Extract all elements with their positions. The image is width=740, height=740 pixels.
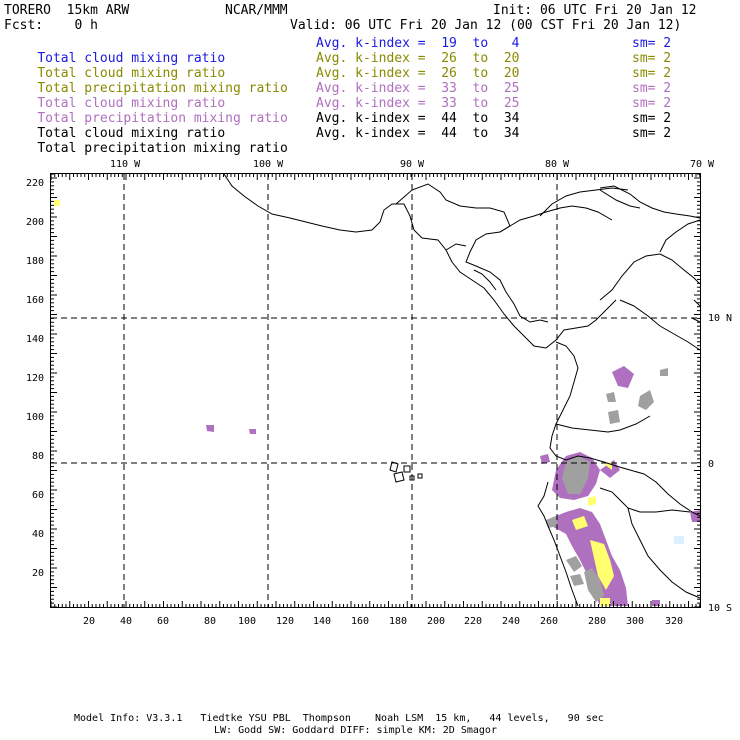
y-tick-label: 140 xyxy=(26,334,44,345)
legend-sm: sm= 2 xyxy=(632,96,672,111)
axis-ticks xyxy=(50,173,701,608)
legend-sm: sm= 2 xyxy=(632,111,672,126)
y-tick-label: 180 xyxy=(26,256,44,267)
legend-field: Total precipitation mixing ratio xyxy=(37,141,288,156)
y-tick-label: 80 xyxy=(32,451,44,462)
legend-stat: Avg. k-index = 44 to 34 xyxy=(316,126,520,141)
x-tick-label: 200 xyxy=(427,616,445,627)
y-tick-label: 40 xyxy=(32,529,44,540)
x-tick-label: 100 xyxy=(238,616,256,627)
lat-lon-grid xyxy=(51,174,700,607)
lat-label: 10 N xyxy=(708,313,732,324)
x-tick-label: 120 xyxy=(276,616,294,627)
legend-field: Total cloud mixing ratio xyxy=(37,126,226,141)
legend-row: Total cloud mixing ratio xyxy=(6,81,225,126)
x-tick-labels: 20 40 60 80 100 120 140 160 180 200 220 … xyxy=(83,616,683,627)
legend-stat: Avg. k-index = 26 to 20 xyxy=(316,66,520,81)
y-tick-label: 200 xyxy=(26,217,44,228)
x-tick-label: 60 xyxy=(157,616,169,627)
legend-stat: Avg. k-index = 19 to 4 xyxy=(316,36,520,51)
forecast-hour: Fcst: 0 h xyxy=(4,18,98,33)
y-tick-label: 20 xyxy=(32,568,44,579)
legend-stat: Avg. k-index = 33 to 25 xyxy=(316,96,520,111)
legend-sm: sm= 2 xyxy=(632,126,672,141)
coastlines xyxy=(223,173,701,607)
valid-time: Valid: 06 UTC Fri 20 Jan 12 (00 CST Fri … xyxy=(290,18,682,33)
model-info: Model Info: V3.3.1 Tiedtke YSU PBL Thomp… xyxy=(74,713,604,724)
legend-row: Total precipitation mixing ratio xyxy=(6,66,288,111)
physics-info: LW: Godd SW: Goddard DIFF: simple KM: 2D… xyxy=(214,725,497,736)
y-tick-label: 60 xyxy=(32,490,44,501)
lat-label: 10 S xyxy=(708,603,732,614)
x-tick-label: 320 xyxy=(665,616,683,627)
x-tick-label: 40 xyxy=(120,616,132,627)
legend-row: Total cloud mixing ratio xyxy=(6,51,225,96)
x-tick-label: 300 xyxy=(626,616,644,627)
x-tick-label: 160 xyxy=(351,616,369,627)
x-tick-label: 280 xyxy=(588,616,606,627)
legend-sm: sm= 2 xyxy=(632,36,672,51)
legend-field: Total precipitation mixing ratio xyxy=(37,111,288,126)
legend-row: Total precipitation mixing ratio xyxy=(6,126,288,171)
legend-row: Total cloud mixing ratio xyxy=(6,36,225,81)
x-tick-label: 80 xyxy=(204,616,216,627)
legend-stat: Avg. k-index = 44 to 34 xyxy=(316,111,520,126)
x-tick-label: 260 xyxy=(540,616,558,627)
galapagos-islands xyxy=(389,461,423,483)
x-tick-label: 20 xyxy=(83,616,95,627)
model-title: TORERO 15km ARW xyxy=(4,3,130,18)
lon-label: 80 W xyxy=(545,159,570,170)
lon-label: 70 W xyxy=(690,159,715,170)
lat-label: 0 xyxy=(708,459,714,470)
legend-row: Total cloud mixing ratio xyxy=(6,111,225,156)
legend-sm: sm= 2 xyxy=(632,51,672,66)
lon-label: 110 W xyxy=(110,159,141,170)
center-label: NCAR/MMM xyxy=(225,3,288,18)
cloud-shading xyxy=(54,200,700,606)
legend-stat: Avg. k-index = 33 to 25 xyxy=(316,81,520,96)
y-tick-label: 100 xyxy=(26,412,44,423)
legend-row: Total precipitation mixing ratio xyxy=(6,96,288,141)
lon-label: 90 W xyxy=(400,159,425,170)
legend-field: Total cloud mixing ratio xyxy=(37,96,226,111)
map-frame xyxy=(50,173,701,608)
y-tick-label: 160 xyxy=(26,295,44,306)
x-tick-label: 220 xyxy=(464,616,482,627)
lon-label: 100 W xyxy=(253,159,284,170)
legend-field: Total cloud mixing ratio xyxy=(37,66,226,81)
y-tick-labels: 20 40 60 80 100 120 140 160 180 200 220 xyxy=(26,178,44,579)
x-tick-label: 180 xyxy=(389,616,407,627)
x-tick-label: 140 xyxy=(313,616,331,627)
legend-field: Total cloud mixing ratio xyxy=(37,51,226,66)
legend-field: Total precipitation mixing ratio xyxy=(37,81,288,96)
legend-sm: sm= 2 xyxy=(632,81,672,96)
y-tick-label: 120 xyxy=(26,373,44,384)
y-tick-label: 220 xyxy=(26,178,44,189)
legend-sm: sm= 2 xyxy=(632,66,672,81)
legend-stat: Avg. k-index = 26 to 20 xyxy=(316,51,520,66)
x-tick-label: 240 xyxy=(502,616,520,627)
init-time: Init: 06 UTC Fri 20 Jan 12 xyxy=(493,3,697,18)
